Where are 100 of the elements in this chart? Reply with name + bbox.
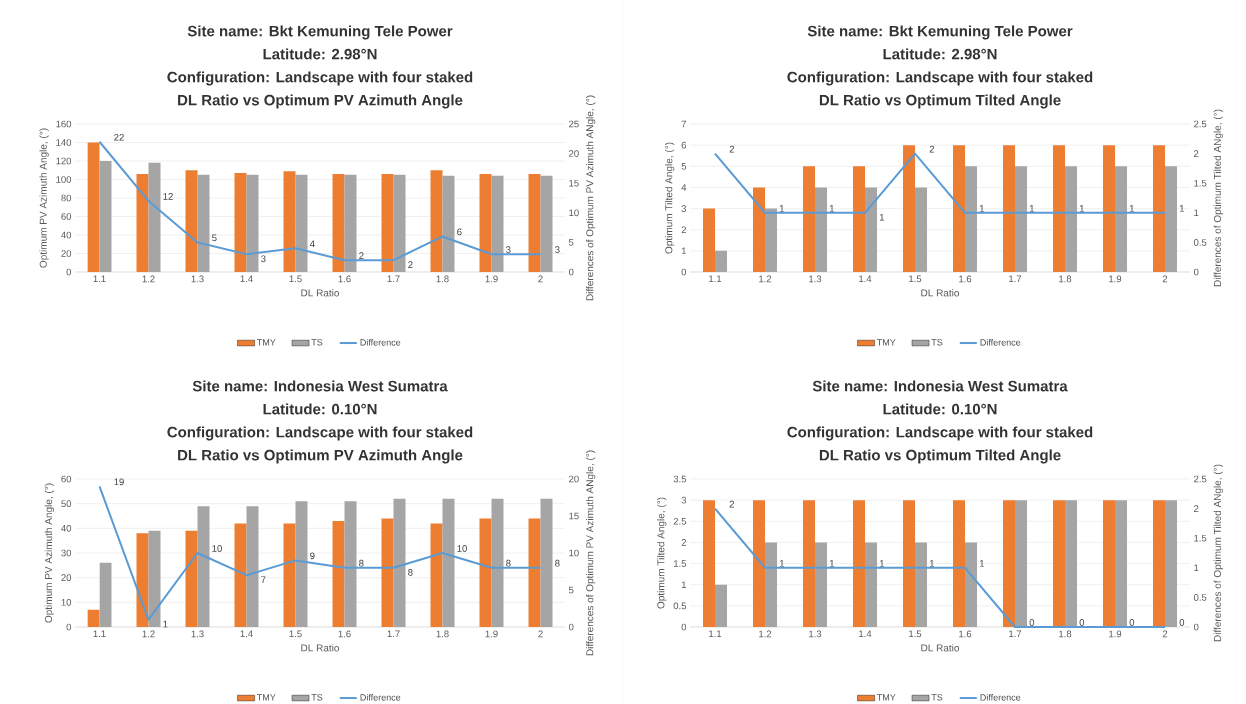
bar: [1003, 145, 1016, 272]
bar: [765, 208, 778, 272]
y2-tick-label: 0: [568, 268, 574, 276]
y2-tick-label: 15: [569, 512, 579, 520]
x-tick-label: 1.2: [142, 275, 155, 283]
y-tick-label: 0: [681, 268, 687, 276]
chart-subtitle: Latitude: 0.10°N: [263, 403, 377, 415]
y2-tick-label: 5: [568, 586, 574, 594]
x-tick-label: 2: [1162, 630, 1168, 638]
bar: [915, 187, 928, 272]
y2-tick-label: 2: [1194, 150, 1199, 157]
bar: [1153, 145, 1166, 272]
chart-subtitle: Latitude: 2.98°N: [263, 48, 377, 60]
data-label: 1: [163, 620, 168, 628]
bar: [381, 518, 394, 627]
x-tick-label: 1.6: [338, 275, 351, 283]
y-tick-label: 3: [681, 496, 687, 504]
bar: [865, 542, 878, 627]
y2-tick-label: 1.5: [1194, 179, 1207, 187]
x-axis-title: DL Ratio: [921, 644, 960, 652]
y-tick-label: 7: [681, 120, 687, 128]
text: DL Ratio vs Optimum Tilted Angle: [819, 94, 1061, 109]
bar: [393, 174, 406, 272]
data-label: 8: [359, 559, 364, 567]
x-tick-label: 1.3: [809, 275, 822, 283]
bar: [1165, 166, 1178, 272]
y-tick-label: 0: [66, 623, 72, 631]
bar: [540, 175, 553, 272]
bar: [234, 523, 247, 627]
y-tick-label: 100: [56, 176, 72, 183]
bar: [87, 609, 100, 627]
y-tick-label: 160: [56, 120, 72, 128]
x-tick-label: 1.8: [436, 630, 449, 638]
bar: [815, 542, 828, 627]
y-tick-label: 140: [56, 139, 72, 146]
x-tick-label: 1.2: [759, 275, 772, 283]
data-label: 8: [506, 559, 511, 567]
bar: [853, 166, 866, 272]
bar: [430, 170, 443, 272]
x-tick-label: 1.5: [909, 275, 922, 283]
bar: [381, 173, 394, 272]
data-label: 3: [261, 255, 266, 263]
legend-label: TS: [311, 694, 323, 701]
legend-label: Difference: [980, 694, 1021, 701]
x-tick-label: 1.4: [859, 630, 872, 638]
y2-tick-label: 1: [1194, 564, 1199, 572]
x-tick-label: 1.4: [859, 275, 872, 283]
x-tick-label: 1.4: [240, 275, 253, 283]
y-tick-label: 50: [61, 500, 72, 508]
text: Configuration: Landscape with four staked: [787, 426, 1093, 441]
bar: [528, 518, 541, 627]
data-label: 12: [163, 193, 173, 200]
bar: [246, 174, 259, 272]
data-label: 4: [309, 240, 315, 248]
bar: [430, 523, 443, 627]
bar: [283, 523, 296, 627]
chart-subtitle: Latitude: 2.98°N: [883, 48, 997, 60]
bar: [1065, 500, 1078, 627]
y-tick-label: 120: [56, 157, 72, 165]
chart-title: Site name: Bkt Kemuning Tele Power: [807, 25, 1073, 40]
bar: [703, 500, 716, 627]
y-tick-label: 1: [681, 247, 687, 255]
bar: [185, 170, 198, 272]
bar: [99, 161, 112, 272]
y-axis-title: Optimum Tilted Angle, (°): [657, 497, 667, 609]
bar: [491, 175, 504, 272]
x-tick-label: 1.8: [1059, 275, 1072, 283]
x-tick-label: 1.9: [485, 275, 498, 283]
data-label: 10: [212, 545, 222, 552]
bar: [491, 498, 504, 627]
data-label: 2: [929, 145, 935, 153]
y2-tick-label: 15: [569, 179, 579, 187]
data-label: 1: [1129, 205, 1135, 212]
x-tick-label: 1.4: [240, 630, 253, 638]
x-tick-label: 1.7: [387, 630, 400, 638]
bar: [953, 145, 966, 272]
x-tick-label: 1.9: [1109, 275, 1122, 283]
y2-tick-label: 2.5: [1194, 475, 1207, 483]
y-tick-label: 20: [61, 574, 72, 582]
bar: [1165, 500, 1178, 627]
bar: [185, 530, 198, 627]
data-label: 1: [979, 560, 985, 567]
bar: [1003, 500, 1016, 627]
y2-tick-label: 0: [1193, 268, 1199, 276]
y-tick-label: 20: [61, 250, 72, 257]
data-label: 0: [1079, 619, 1085, 626]
y-tick-label: 5: [681, 162, 687, 170]
x-tick-label: 1.2: [759, 630, 772, 638]
legend-label: TS: [311, 339, 323, 346]
y-tick-label: 2.5: [673, 517, 687, 525]
x-tick-label: 1.5: [289, 630, 302, 638]
x-tick-label: 1.7: [1009, 630, 1022, 638]
data-label: 1: [1079, 205, 1085, 212]
data-label: 1: [879, 560, 885, 567]
data-label: 1: [879, 213, 885, 221]
x-tick-label: 1.9: [485, 630, 498, 638]
y-tick-label: 40: [61, 231, 72, 239]
bar: [393, 498, 406, 627]
bar: [442, 498, 455, 627]
bar: [815, 187, 828, 272]
